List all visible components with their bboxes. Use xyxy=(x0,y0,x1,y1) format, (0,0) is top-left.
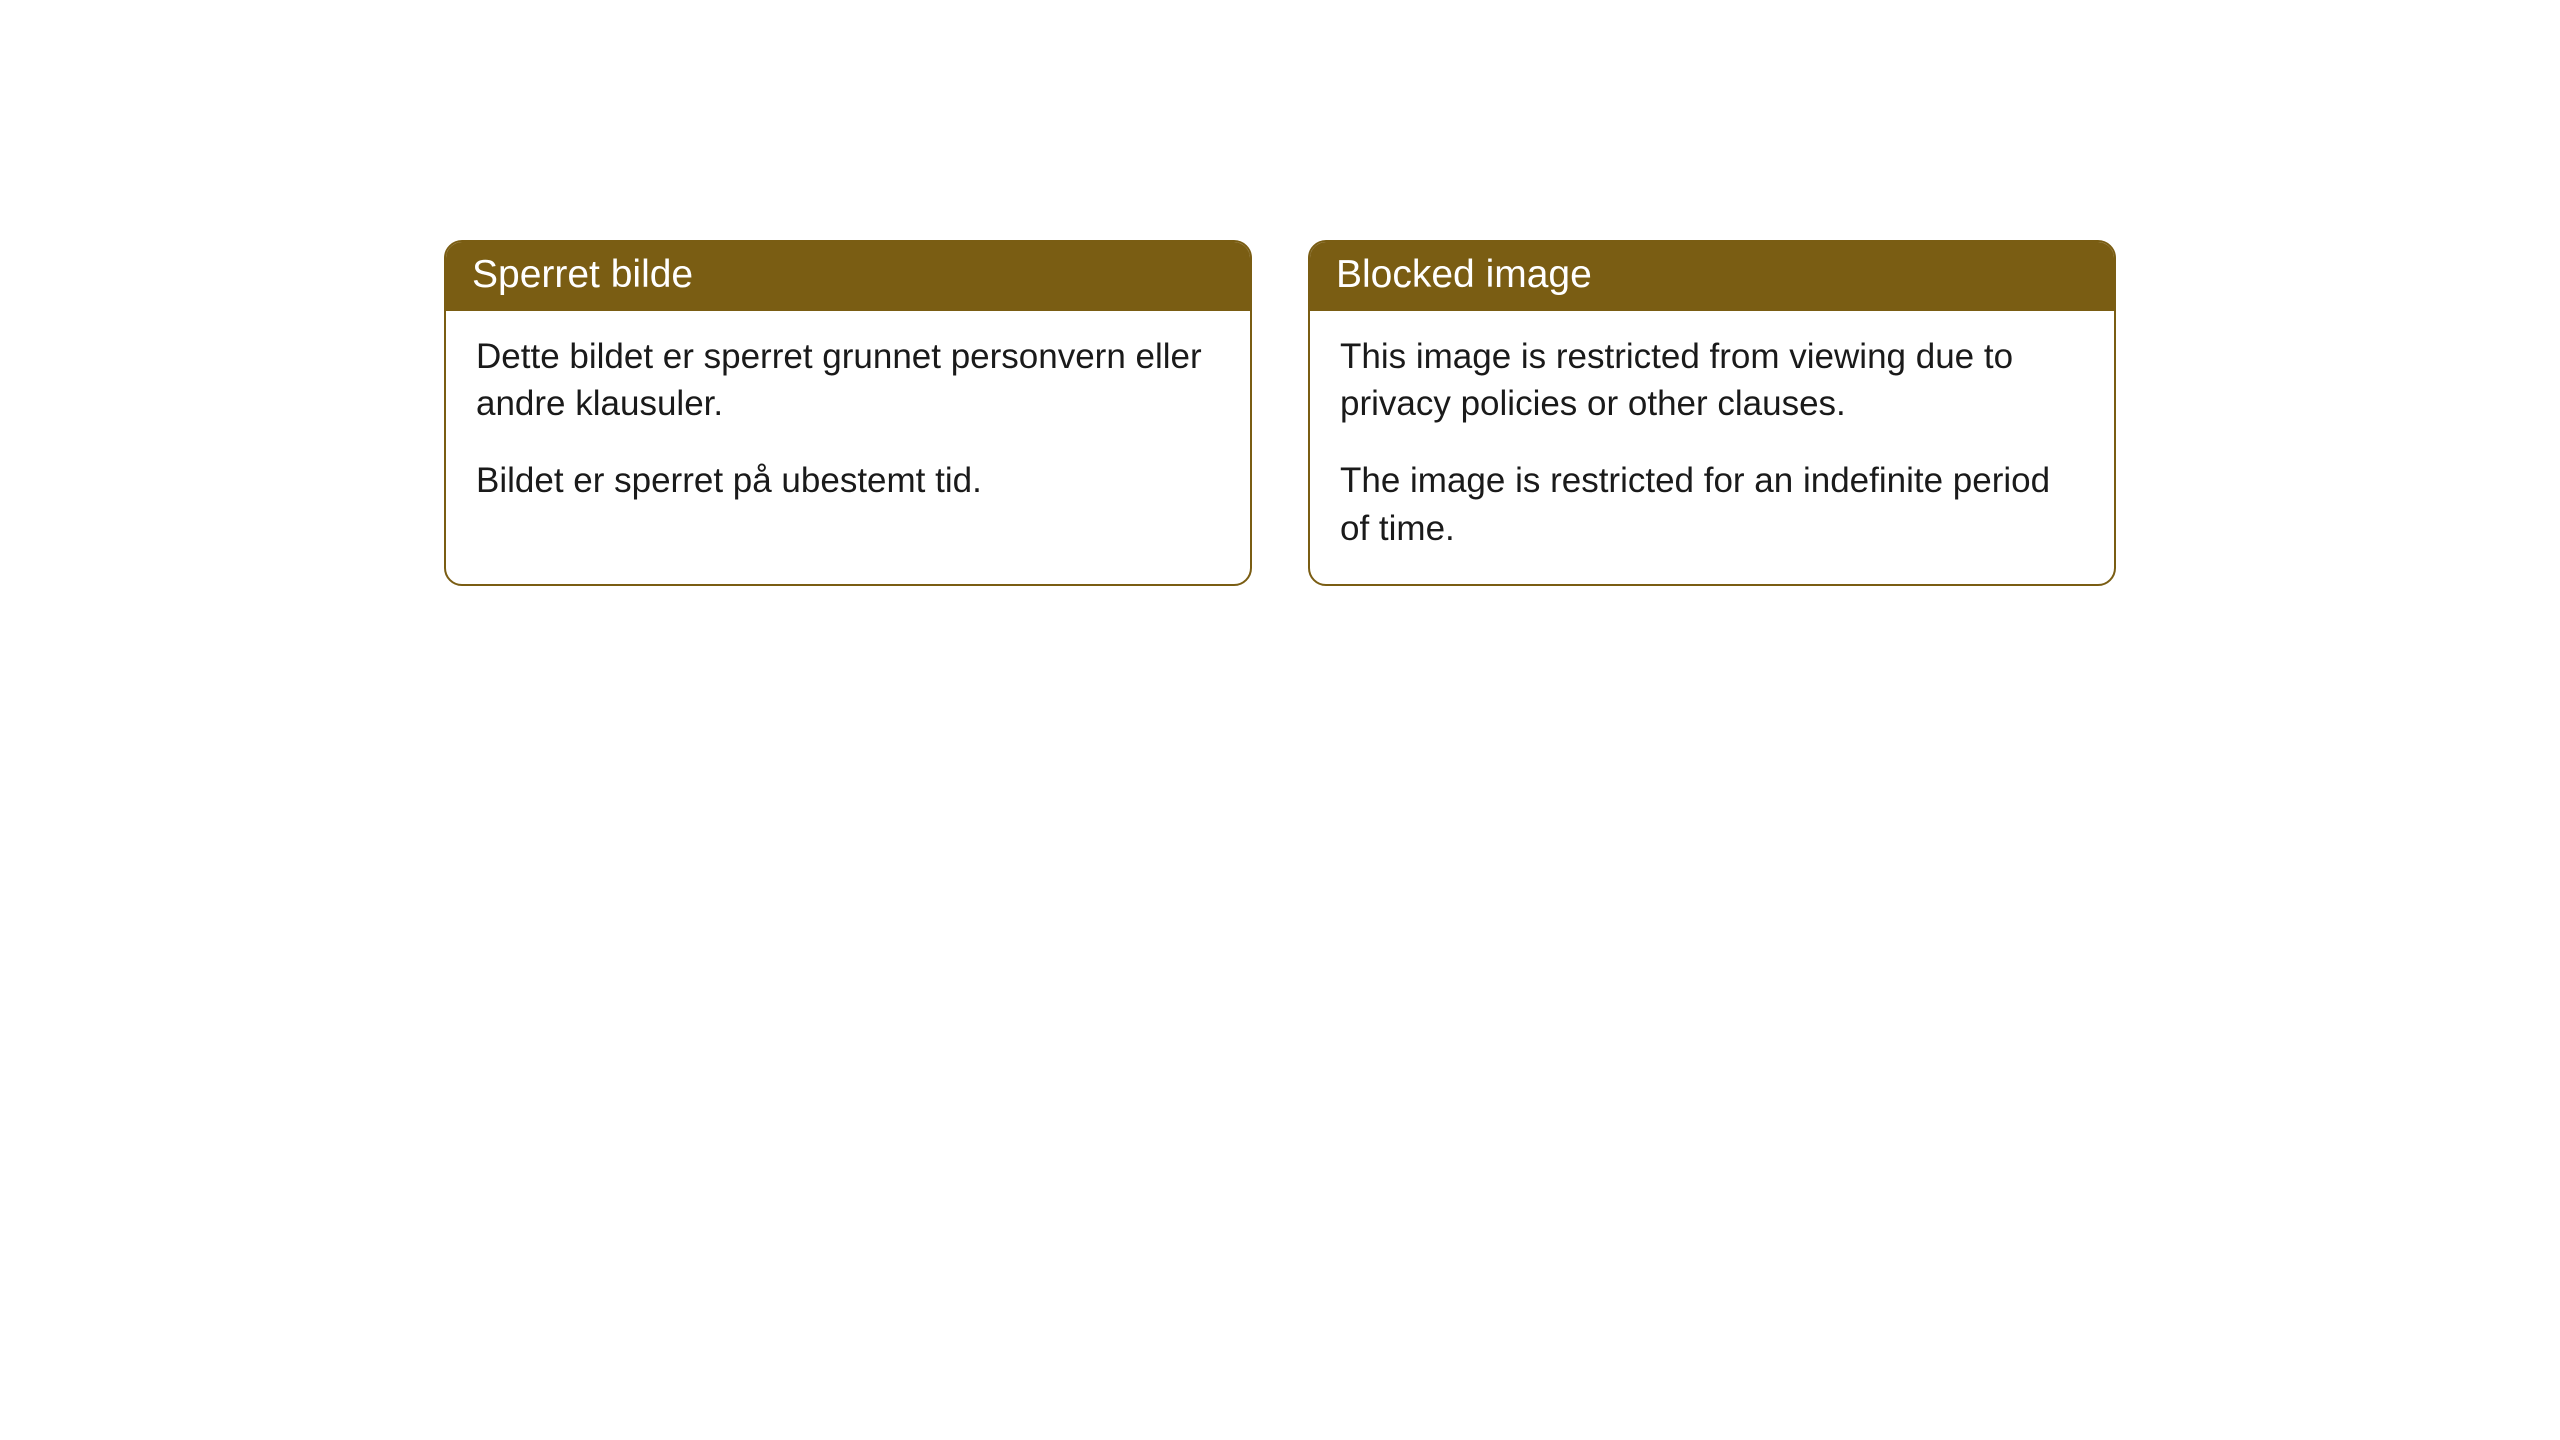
notice-card-english: Blocked image This image is restricted f… xyxy=(1308,240,2116,586)
card-header: Sperret bilde xyxy=(446,242,1250,311)
card-paragraph: The image is restricted for an indefinit… xyxy=(1340,457,2084,552)
card-body: This image is restricted from viewing du… xyxy=(1310,311,2114,584)
card-paragraph: Dette bildet er sperret grunnet personve… xyxy=(476,333,1220,428)
card-header: Blocked image xyxy=(1310,242,2114,311)
notice-cards-container: Sperret bilde Dette bildet er sperret gr… xyxy=(0,240,2560,586)
card-body: Dette bildet er sperret grunnet personve… xyxy=(446,311,1250,537)
notice-card-norwegian: Sperret bilde Dette bildet er sperret gr… xyxy=(444,240,1252,586)
card-paragraph: This image is restricted from viewing du… xyxy=(1340,333,2084,428)
card-paragraph: Bildet er sperret på ubestemt tid. xyxy=(476,457,1220,504)
